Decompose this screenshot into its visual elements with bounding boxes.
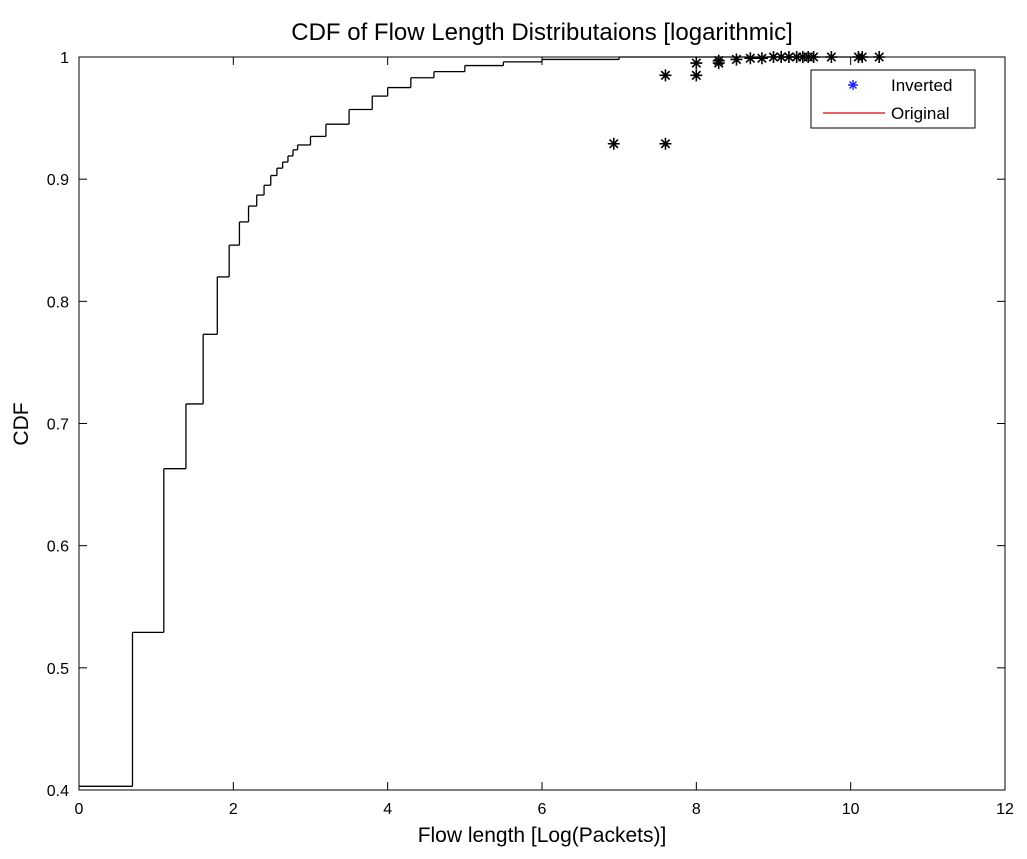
y-tick-label: 0.7: [47, 417, 69, 434]
legend-label: Original: [891, 104, 950, 123]
x-tick-label: 12: [996, 801, 1014, 818]
y-tick-label: 0.9: [47, 172, 69, 189]
legend-label: Inverted: [891, 76, 952, 95]
x-tick-label: 4: [383, 801, 392, 818]
y-tick-label: 0.5: [47, 661, 69, 678]
scatter-point: [712, 54, 725, 67]
legend-marker: [848, 80, 858, 90]
scatter-point: [755, 52, 768, 65]
chart-title: CDF of Flow Length Distributaions [logar…: [291, 19, 793, 46]
scatter-point: [659, 137, 672, 150]
y-tick-label: 0.6: [47, 539, 69, 556]
x-tick-label: 2: [229, 801, 238, 818]
x-axis-label: Flow length [Log(Packets)]: [418, 824, 667, 847]
x-tick-label: 0: [75, 801, 84, 818]
x-tick-label: 10: [842, 801, 860, 818]
step-end: [878, 56, 880, 58]
scatter-point: [744, 52, 757, 65]
scatter-point: [690, 57, 703, 70]
y-axis-label: CDF: [10, 402, 33, 445]
y-tick-label: 1: [60, 50, 69, 67]
scatter-point: [659, 69, 672, 82]
legend-box: [810, 69, 976, 129]
y-tick-label: 0.8: [47, 294, 69, 311]
x-tick-label: 8: [692, 801, 701, 818]
y-tick-label: 0.4: [47, 783, 69, 800]
x-tick-label: 6: [538, 801, 547, 818]
scatter-point: [607, 137, 620, 150]
scatter-point: [690, 69, 703, 82]
scatter-point: [730, 53, 743, 66]
